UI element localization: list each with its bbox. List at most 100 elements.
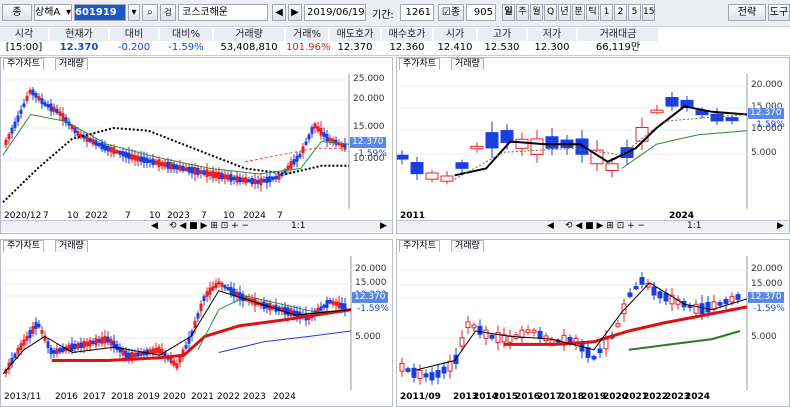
candle-body: [537, 330, 543, 339]
tab-price-chart[interactable]: 주가차트: [399, 58, 441, 70]
zoom-controls-icon[interactable]: ⟲ ◀ ■ ▶ ⊞ ⊡ + −: [565, 221, 646, 231]
moving-average-line: [454, 114, 748, 180]
search-label-button[interactable]: 검: [160, 4, 176, 21]
tab-volume[interactable]: 거래량: [55, 58, 88, 70]
tab-volume[interactable]: 거래량: [451, 240, 484, 252]
candle-body: [139, 156, 143, 162]
candle-body: [295, 155, 299, 162]
interval-button-7[interactable]: 1: [600, 4, 613, 21]
candle-body: [423, 373, 429, 378]
candle-body: [289, 308, 293, 317]
period-input[interactable]: 1261: [400, 4, 434, 21]
candle-body: [40, 98, 44, 105]
interval-button-8[interactable]: 2: [614, 4, 627, 21]
candle-body: [693, 303, 699, 314]
x-tick-label: 2018: [111, 392, 134, 402]
interval-button-6[interactable]: 틱: [586, 4, 599, 21]
candle-body: [211, 170, 215, 179]
candle-body: [253, 178, 257, 185]
tab-volume[interactable]: 거래량: [451, 58, 484, 70]
chart-scroller[interactable]: ◀ ⟲ ◀ ■ ▶ ⊞ ⊡ + − 1:1 ▶: [397, 220, 789, 232]
candle-body: [22, 103, 26, 107]
interval-button-1[interactable]: 주: [516, 4, 529, 21]
strategy-button[interactable]: 전략: [728, 4, 766, 21]
zoom-controls-icon[interactable]: ⟲ ◀ ■ ▶ ⊞ ⊡ + −: [169, 221, 250, 231]
interval-button-2[interactable]: 월: [530, 4, 543, 21]
stock-name-field[interactable]: 코스코해운: [178, 4, 268, 21]
candle-body: [226, 174, 230, 180]
market-select[interactable]: 상해A ▾: [34, 4, 72, 21]
y-tick-label: 15.000: [751, 102, 783, 112]
code-input[interactable]: 601919: [74, 4, 126, 21]
count-toggle[interactable]: ☑종: [438, 4, 464, 21]
candle-body: [106, 145, 110, 152]
tab-volume[interactable]: 거래량: [55, 240, 88, 252]
scroll-right-icon[interactable]: ▶: [380, 221, 387, 231]
x-tick-label: 2019: [137, 392, 160, 402]
interval-button-10[interactable]: 15: [642, 4, 655, 21]
y-tick-label: 5.000: [751, 148, 777, 158]
x-tick-label: 10: [149, 211, 161, 221]
moving-average-line: [2, 290, 352, 375]
candle-body: [103, 144, 107, 151]
candle-body: [410, 162, 424, 175]
interval-button-9[interactable]: 5: [628, 4, 641, 21]
candle-body: [615, 323, 621, 327]
interval-button-5[interactable]: 분: [572, 4, 585, 21]
tab-price-chart[interactable]: 주가차트: [3, 58, 45, 70]
interval-button-0[interactable]: 일: [502, 4, 515, 21]
quote-value: 12.410: [437, 42, 473, 53]
quote-value: 53,408,810: [220, 42, 278, 53]
candle-body: [58, 111, 62, 116]
chevron-down-icon: ▾: [65, 7, 71, 18]
candle-body: [19, 343, 23, 351]
x-tick-label: 2020/12: [4, 211, 42, 221]
candle-body: [605, 163, 619, 172]
quote-header: 대비: [110, 28, 158, 41]
tool-button[interactable]: 도구: [768, 4, 790, 21]
tab-price-chart[interactable]: 주가차트: [399, 240, 441, 252]
candle-body: [172, 360, 176, 366]
interval-button-3[interactable]: Q: [544, 4, 557, 21]
search-icon: ⌕: [147, 7, 153, 18]
candle-body: [136, 155, 140, 162]
candle-body: [166, 161, 170, 169]
scroll-right-icon[interactable]: ▶: [777, 221, 784, 231]
mode-button[interactable]: 종: [2, 4, 32, 21]
next-button[interactable]: ▶: [288, 4, 302, 21]
current-price-label: 12.370: [748, 292, 784, 303]
quote-header: 현재가: [50, 28, 108, 41]
tab-price-chart[interactable]: 주가차트: [3, 240, 45, 252]
count-label: 종: [450, 7, 461, 18]
y-tick-label: 20.000: [355, 264, 387, 274]
candle-body: [259, 177, 263, 186]
candle-body: [160, 348, 164, 356]
candle-body: [13, 121, 17, 128]
candle-body: [223, 174, 227, 180]
candle-body: [199, 170, 203, 174]
next-icon: ▶: [291, 7, 299, 18]
quote-value: 12.370: [337, 42, 373, 53]
candle-body: [94, 338, 98, 346]
scroll-left-icon[interactable]: ◀: [151, 221, 158, 231]
code-dropdown-button[interactable]: ▾: [128, 4, 140, 21]
candle-body: [121, 348, 125, 356]
interval-button-4[interactable]: 년: [558, 4, 571, 21]
search-button[interactable]: ⌕: [142, 4, 158, 21]
candle-body: [519, 329, 525, 339]
candle-body: [49, 347, 53, 355]
x-tick-label: 2023: [665, 392, 691, 402]
candle-body: [64, 117, 68, 124]
date-field[interactable]: 2019/06/19: [304, 4, 366, 21]
scroll-left-icon[interactable]: ◀: [547, 221, 554, 231]
candle-body: [283, 306, 287, 315]
chart-scroller[interactable]: ◀ ⟲ ◀ ■ ▶ ⊞ ⊡ + − 1:1 ▶: [1, 220, 392, 232]
candle-body: [657, 291, 663, 299]
candle-body: [471, 324, 477, 329]
quote-header: 시각: [0, 28, 48, 41]
moving-average-line: [416, 282, 748, 371]
count-input[interactable]: 905: [466, 4, 496, 21]
prev-button[interactable]: ◀: [272, 4, 286, 21]
moving-average-line: [218, 330, 352, 353]
x-tick-label: 2022: [643, 392, 669, 402]
